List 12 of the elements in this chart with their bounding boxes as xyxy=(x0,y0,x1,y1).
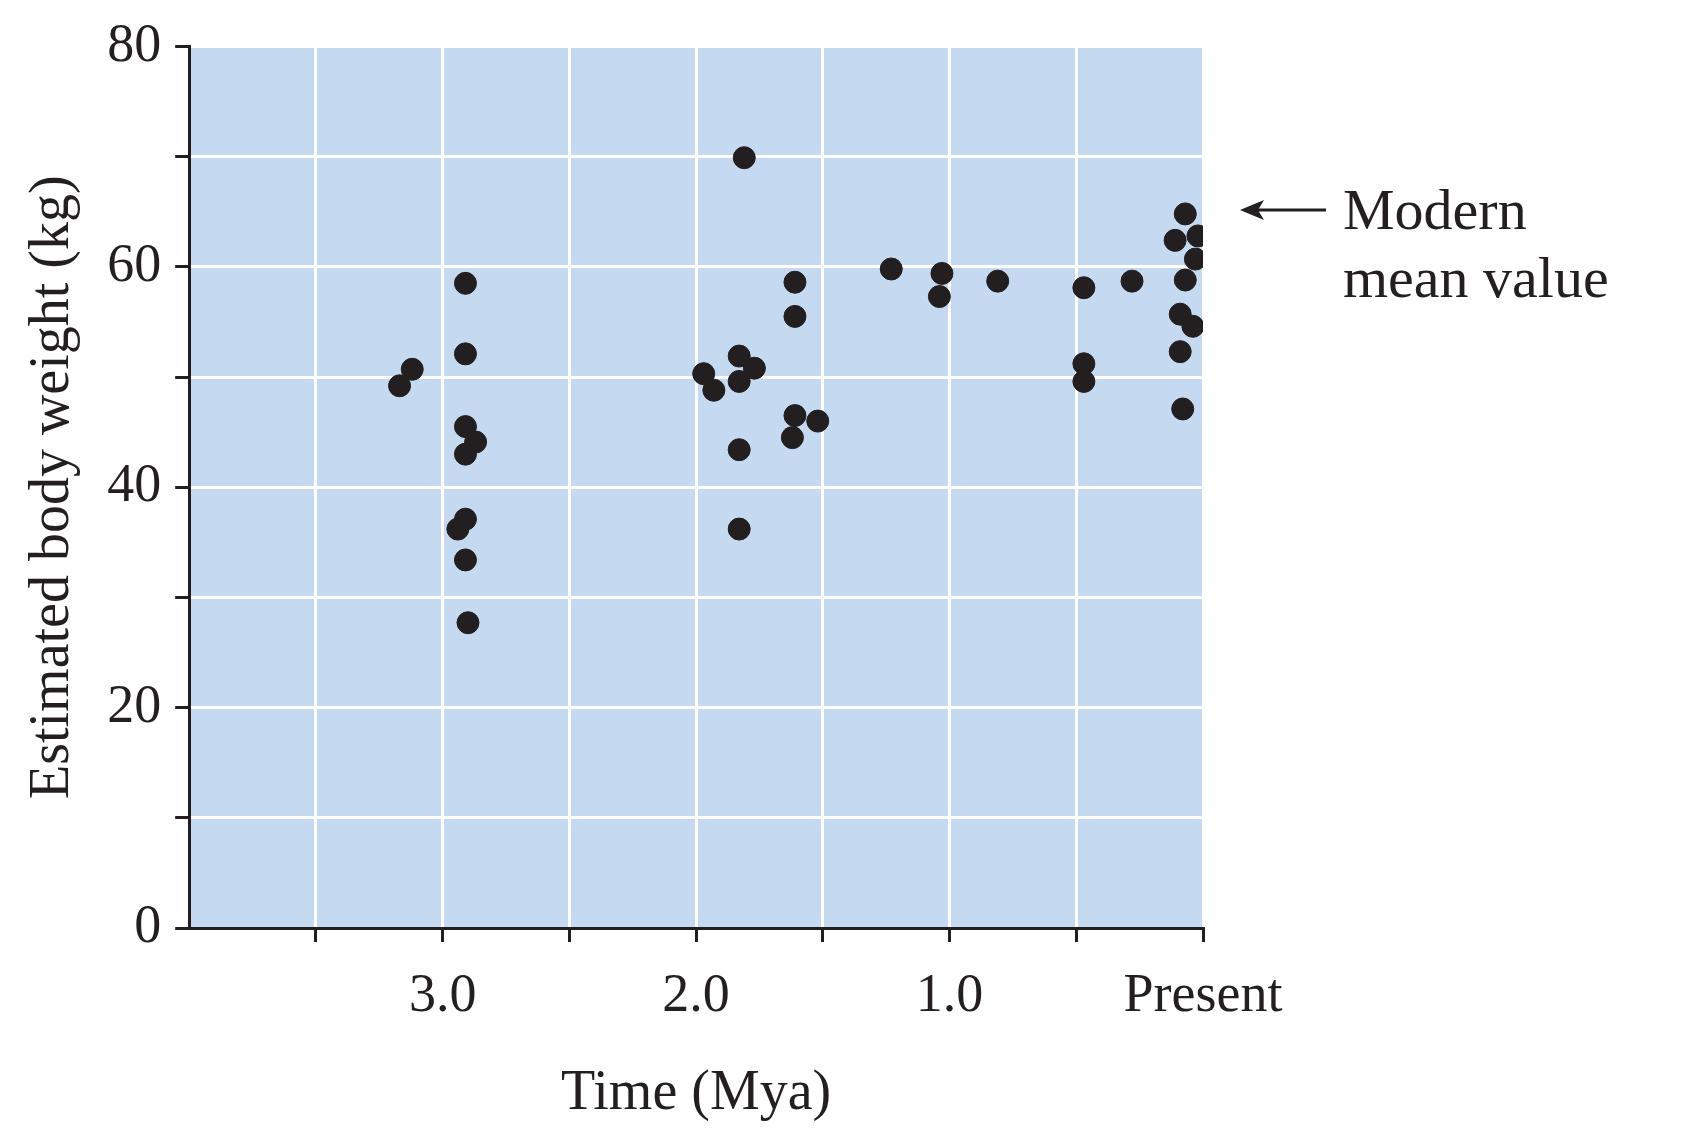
y-tick-label: 20 xyxy=(107,673,162,734)
y-tick-label: 80 xyxy=(107,12,162,73)
text: Modern mean value xyxy=(1343,176,1609,313)
x-tick-label: 2.0 xyxy=(662,962,730,1023)
x-tick-label: Present xyxy=(1123,962,1283,1023)
y-tick-label: 40 xyxy=(107,453,162,514)
x-tick-label: 1.0 xyxy=(915,962,984,1023)
x-tick-label: 3.0 xyxy=(408,962,477,1023)
x-axis-title: Time (Mya) xyxy=(561,1059,832,1123)
y-axis-title: Estimated body weight (kg) xyxy=(18,175,82,800)
y-tick-label: 0 xyxy=(134,894,162,955)
y-tick-label: 60 xyxy=(107,232,162,293)
